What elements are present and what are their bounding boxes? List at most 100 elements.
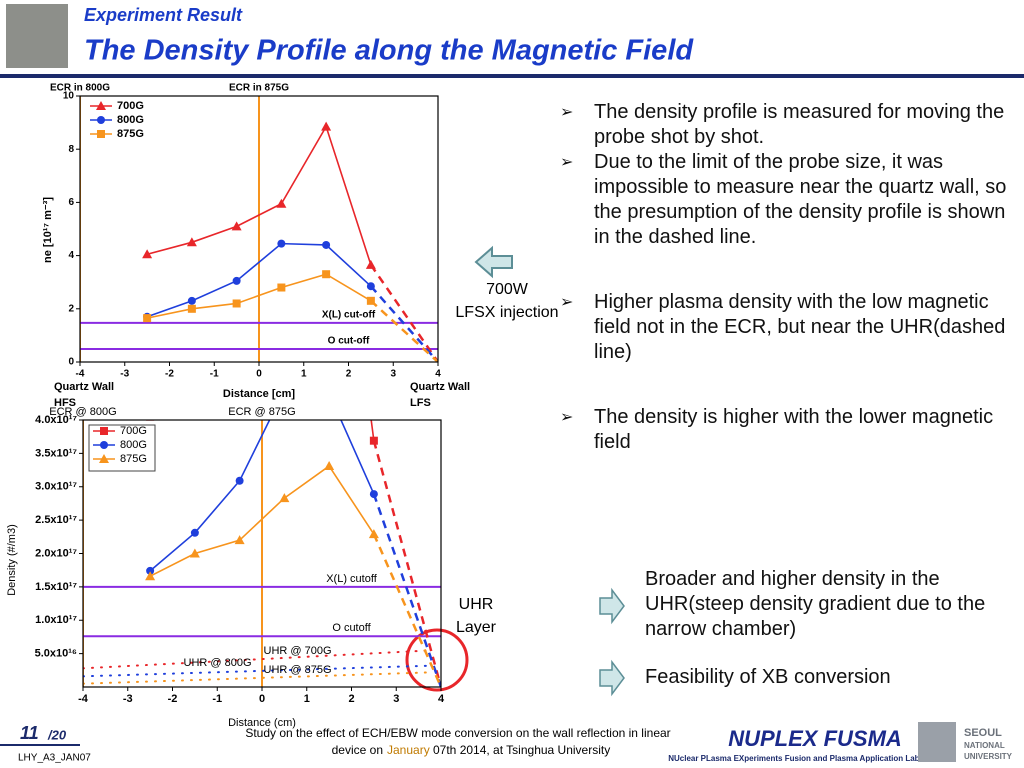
x-tick-label: 1	[304, 693, 310, 705]
y-tick-label: 1.0x10¹⁷	[35, 614, 77, 626]
page-total: /20	[47, 727, 67, 742]
marker	[366, 296, 375, 305]
header-title: Experiment Result	[84, 5, 243, 25]
arrow-icon	[599, 659, 625, 697]
univ-name: UNIVERSITY	[964, 752, 1013, 761]
plot	[80, 96, 438, 362]
lab-logo: NUPLEX FUSMA	[728, 726, 902, 751]
y-tick-label: 6	[68, 197, 74, 208]
annotation: Layer	[456, 619, 497, 636]
cutoff-label: O cutoff	[332, 622, 371, 634]
header-subtitle: The Density Profile along the Magnetic F…	[84, 35, 694, 67]
footer	[0, 717, 1024, 768]
x-tick-label: -4	[78, 693, 89, 705]
legend-label: 800G	[117, 114, 144, 126]
footer-code: LHY_A3_JAN07	[18, 753, 91, 764]
univ-name: SEOUL	[964, 727, 1002, 739]
annotation: LFS	[410, 397, 431, 409]
annotation: UHR	[459, 596, 494, 613]
y-axis-label: Density (#/m3)	[6, 524, 18, 596]
marker	[186, 237, 197, 247]
uhr-label: UHR @ 800G	[184, 657, 252, 669]
legend-marker	[100, 427, 108, 435]
legend-marker	[97, 116, 105, 124]
x-tick-label: 1	[301, 369, 307, 380]
plot-frame	[82, 419, 442, 688]
x-tick-label: 3	[390, 369, 396, 380]
header-rule	[0, 74, 1024, 78]
y-axis-label: ne [10¹⁷ m⁻³]	[42, 197, 54, 263]
univ-emblem	[918, 722, 956, 762]
uhr-line	[83, 649, 434, 670]
cutoff-label: O cut-off	[328, 336, 370, 347]
ecr-label: ECR @ 800G	[49, 406, 116, 418]
marker	[235, 476, 244, 485]
y-tick-label: 5.0x10¹⁶	[35, 648, 77, 660]
marker	[325, 389, 333, 397]
logo-image	[6, 4, 68, 68]
uhr-label: UHR @ 700G	[264, 645, 332, 657]
x-tick-label: -4	[76, 369, 85, 380]
y-tick-label: 4	[68, 250, 74, 261]
arrow-icon	[599, 587, 625, 625]
x-tick-label: -3	[120, 369, 129, 380]
uhr-line	[83, 671, 434, 685]
ecr-label: ECR in 875G	[229, 83, 289, 94]
marker	[366, 282, 375, 291]
x-tick-label: 0	[259, 693, 265, 705]
annotation: LFSX injection	[455, 304, 558, 321]
y-tick-label: 2.5x10¹⁷	[35, 514, 77, 526]
marker	[191, 383, 199, 391]
footer-text: device on	[332, 743, 383, 757]
x-tick-label: 4	[438, 693, 445, 705]
y-tick-label: 3.0x10¹⁷	[35, 481, 77, 493]
marker	[187, 296, 196, 305]
y-tick-label: 1.5x10¹⁷	[35, 581, 77, 593]
series-extension	[372, 440, 441, 687]
legend-label: 700G	[120, 425, 147, 437]
marker	[322, 270, 331, 279]
lab-sub: NUclear PLasma EXperiments Fusion and Pl…	[668, 754, 922, 763]
y-tick-label: 4.0x10¹⁷	[35, 414, 77, 426]
arrow-icon	[474, 245, 513, 279]
series-line	[146, 242, 372, 318]
x-axis-label: Distance (cm)	[228, 717, 296, 729]
x-tick-label: 2	[346, 369, 352, 380]
bullet-list: The density profile is measured for movi…	[560, 100, 1010, 455]
cutoff-label: X(L) cut-off	[322, 310, 376, 321]
y-tick-label: 10	[63, 91, 75, 102]
marker	[234, 535, 245, 545]
footer-text: 07th 2014, at Tsinghua University	[433, 743, 610, 757]
marker	[187, 304, 196, 313]
marker	[321, 121, 332, 131]
legend-marker	[99, 454, 109, 463]
x-tick-label: -1	[212, 693, 222, 705]
series-extension	[372, 493, 441, 687]
marker	[190, 528, 199, 537]
marker	[232, 276, 241, 285]
x-tick-label: 4	[435, 369, 441, 380]
legend-box	[88, 424, 156, 472]
footer-text: Study on the effect of ECH/EBW mode conv…	[245, 726, 670, 740]
bullet: The density is higher with the lower mag…	[560, 405, 1010, 455]
legend-label: 875G	[120, 453, 147, 465]
marker	[324, 461, 335, 471]
sub-bullet: Feasibility of XB conversion	[645, 666, 891, 688]
marker	[322, 240, 331, 249]
marker	[368, 529, 379, 539]
y-tick-label: 0	[68, 357, 74, 368]
x-tick-label: -3	[123, 693, 133, 705]
footer-month: January	[387, 743, 430, 757]
series-line	[149, 420, 375, 572]
sub-bullet: Broader and higher density in the UHR(st…	[645, 568, 986, 640]
cutoff-label: X(L) cutoff	[326, 573, 377, 585]
legend-label: 800G	[120, 439, 147, 451]
bullet: Due to the limit of the probe size, it w…	[560, 150, 1010, 250]
annotation: HFS	[54, 397, 76, 409]
plot	[83, 383, 441, 687]
annotation: Quartz Wall	[410, 381, 470, 393]
series-line	[149, 464, 375, 577]
marker	[365, 259, 376, 269]
